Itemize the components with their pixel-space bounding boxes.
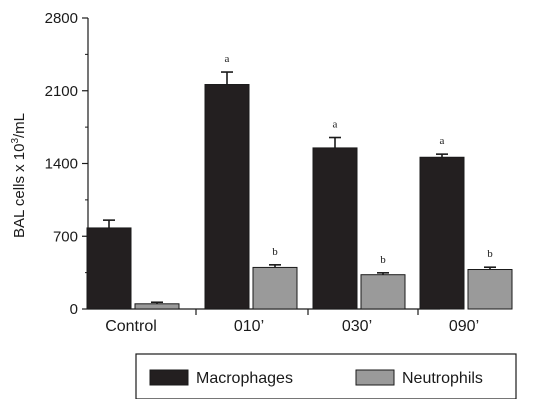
legend-swatch-neutrophils [355,369,395,386]
x-category-label: 010’ [234,318,264,335]
legend: Macrophages Neutrophils [135,353,517,399]
bar-macrophages-1 [204,84,250,310]
bar-macrophages-2 [312,147,358,310]
bar-neutrophils-3 [467,269,513,310]
bars [86,71,513,310]
y-tick-label: 2800 [45,10,78,27]
bar-neutrophils-0 [134,303,180,310]
y-tick-label: 2100 [45,83,78,100]
bar-macrophages-3 [419,156,465,310]
x-category-label: Control [105,318,157,335]
legend-box [135,353,517,399]
labels: 0 700 1400 2100 2800 BAL cells x 103/mL Contro… [10,10,493,335]
significance-label: b [380,254,386,266]
y-tick-label: 700 [53,228,78,245]
significance-label: b [272,246,278,258]
y-tick-label: 0 [70,301,78,318]
legend-swatch-macrophages [149,369,189,386]
x-category-label: 090’ [449,318,479,335]
bar-neutrophils-1 [252,266,298,310]
bar-neutrophils-2 [360,274,406,310]
y-axis-title: BAL cells x 103/mL [10,113,28,238]
significance-label: a [225,53,230,65]
legend-label-neutrophils: Neutrophils [402,370,483,387]
significance-label: b [487,248,493,260]
y-tick-label: 1400 [45,156,78,173]
significance-label: a [440,135,445,147]
bar-macrophages-0 [86,227,132,310]
x-category-label: 030’ [342,318,372,335]
legend-label-macrophages: Macrophages [196,370,293,387]
significance-label: a [333,119,338,131]
